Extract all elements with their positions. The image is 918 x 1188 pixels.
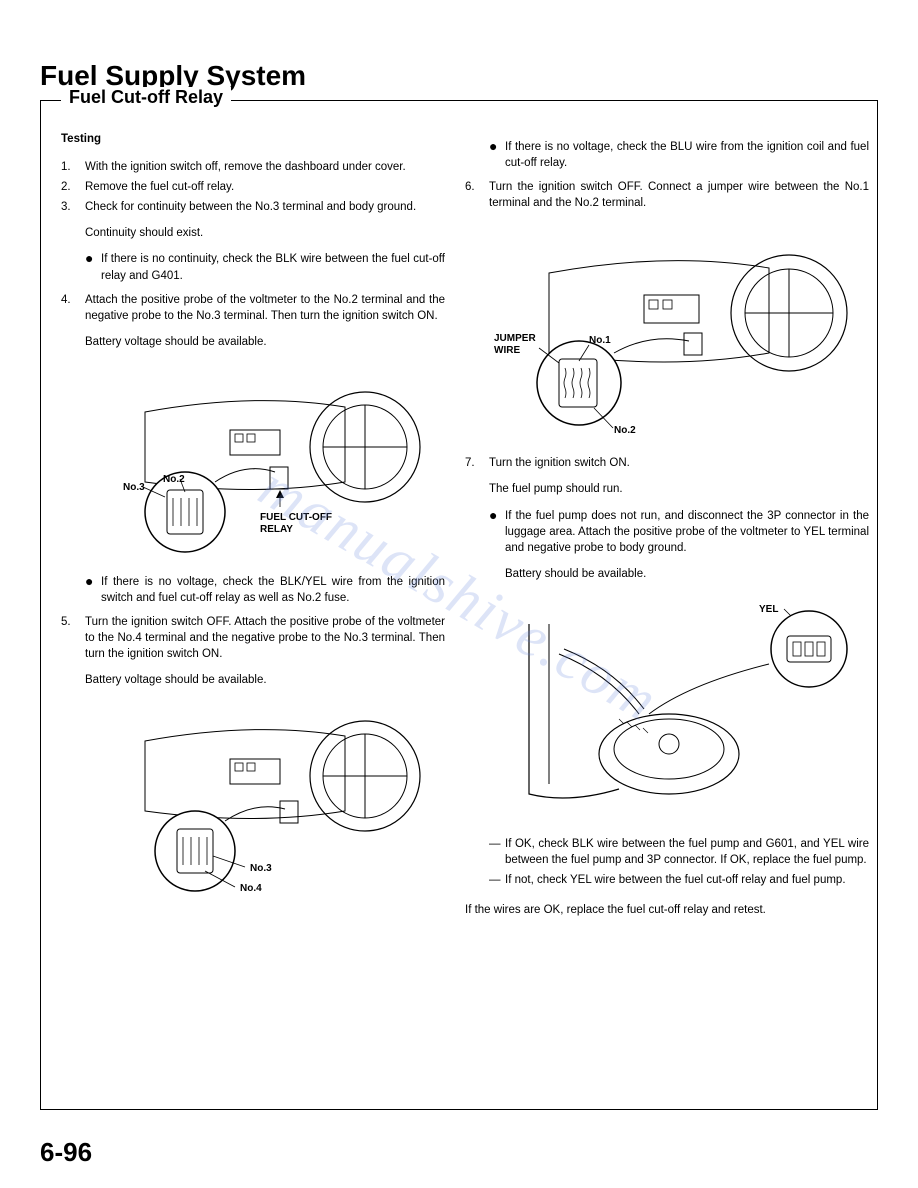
testing-heading: Testing <box>61 131 445 147</box>
step-text: With the ignition switch off, remove the… <box>85 159 445 175</box>
figure-dashboard-2: No.3 No.4 <box>85 701 445 901</box>
step-number: 6. <box>465 179 489 211</box>
note-text: The fuel pump should run. <box>465 481 869 497</box>
step-text: Turn the ignition switch OFF. Attach the… <box>85 614 445 662</box>
note-text: Continuity should exist. <box>61 225 445 241</box>
step-text: Check for continuity between the No.3 te… <box>85 199 445 215</box>
fig-label: No.4 <box>240 883 262 894</box>
fig-label: RELAY <box>260 524 293 535</box>
dash-text: If OK, check BLK wire between the fuel p… <box>505 836 869 868</box>
step-item: 3.Check for continuity between the No.3 … <box>61 199 445 215</box>
fig-label: No.3 <box>250 863 272 874</box>
step-number: 3. <box>61 199 85 215</box>
step-number: 7. <box>465 455 489 471</box>
ordered-steps: 5.Turn the ignition switch OFF. Attach t… <box>61 614 445 662</box>
final-note: If the wires are OK, replace the fuel cu… <box>465 902 869 918</box>
step-item: 7.Turn the ignition switch ON. <box>465 455 869 471</box>
note-text: Battery voltage should be available. <box>61 334 445 350</box>
fig-label: JUMPER <box>494 333 536 344</box>
step-item: 1.With the ignition switch off, remove t… <box>61 159 445 175</box>
fig-label: No.1 <box>589 335 611 346</box>
dash-text: If not, check YEL wire between the fuel … <box>505 872 869 888</box>
fig-label: FUEL CUT-OFF <box>260 512 332 523</box>
bullet-text: If there is no voltage, check the BLU wi… <box>505 139 869 171</box>
bullet-item: ●If there is no voltage, check the BLK/Y… <box>61 574 445 606</box>
step-item: 6.Turn the ignition switch OFF. Connect … <box>465 179 869 211</box>
ordered-steps: 1.With the ignition switch off, remove t… <box>61 159 445 215</box>
note-text: Battery voltage should be available. <box>61 672 445 688</box>
fig-label: No.3 <box>123 482 145 493</box>
step-item: 4.Attach the positive probe of the voltm… <box>61 292 445 324</box>
section-title: Fuel Cut-off Relay <box>61 87 231 108</box>
dash-icon: — <box>489 872 505 888</box>
bullet-text: If there is no continuity, check the BLK… <box>101 251 445 283</box>
bullet-text: If there is no voltage, check the BLK/YE… <box>101 574 445 606</box>
bullet-icon: ● <box>85 251 101 283</box>
bullet-icon: ● <box>489 508 505 556</box>
bullet-icon: ● <box>489 139 505 171</box>
step-number: 2. <box>61 179 85 195</box>
dash-item: —If not, check YEL wire between the fuel… <box>465 872 869 888</box>
page-number: 6-96 <box>40 1137 92 1168</box>
step-text: Turn the ignition switch ON. <box>489 455 869 471</box>
fig-label: YEL <box>759 604 778 615</box>
step-text: Remove the fuel cut-off relay. <box>85 179 445 195</box>
dash-item: —If OK, check BLK wire between the fuel … <box>465 836 869 868</box>
step-text: Attach the positive probe of the voltmet… <box>85 292 445 324</box>
ordered-steps: 4.Attach the positive probe of the voltm… <box>61 292 445 324</box>
bullet-icon: ● <box>85 574 101 606</box>
fig-label: WIRE <box>494 345 520 356</box>
figure-dashboard-1: No.3 No.2 FUEL CUT-OFF RELAY <box>85 362 445 562</box>
step-number: 4. <box>61 292 85 324</box>
step-item: 5.Turn the ignition switch OFF. Attach t… <box>61 614 445 662</box>
two-columns: Testing 1.With the ignition switch off, … <box>61 131 857 918</box>
dash-icon: — <box>489 836 505 868</box>
bullet-item: ●If there is no continuity, check the BL… <box>61 251 445 283</box>
note-text: Battery should be available. <box>465 566 869 582</box>
step-number: 5. <box>61 614 85 662</box>
bullet-item: ●If the fuel pump does not run, and disc… <box>465 508 869 556</box>
step-item: 2.Remove the fuel cut-off relay. <box>61 179 445 195</box>
section-container: Fuel Cut-off Relay Testing 1.With the ig… <box>40 100 878 1110</box>
left-column: Testing 1.With the ignition switch off, … <box>61 131 445 918</box>
right-column: ●If there is no voltage, check the BLU w… <box>465 131 869 918</box>
figure-fuel-pump: YEL <box>489 594 869 824</box>
step-number: 1. <box>61 159 85 175</box>
bullet-item: ●If there is no voltage, check the BLU w… <box>465 139 869 171</box>
ordered-steps: 7.Turn the ignition switch ON. <box>465 455 869 471</box>
fig-label: No.2 <box>614 425 636 436</box>
ordered-steps: 6.Turn the ignition switch OFF. Connect … <box>465 179 869 211</box>
figure-dashboard-3: JUMPER WIRE No.1 No.2 <box>489 223 869 443</box>
step-text: Turn the ignition switch OFF. Connect a … <box>489 179 869 211</box>
bullet-text: If the fuel pump does not run, and disco… <box>505 508 869 556</box>
